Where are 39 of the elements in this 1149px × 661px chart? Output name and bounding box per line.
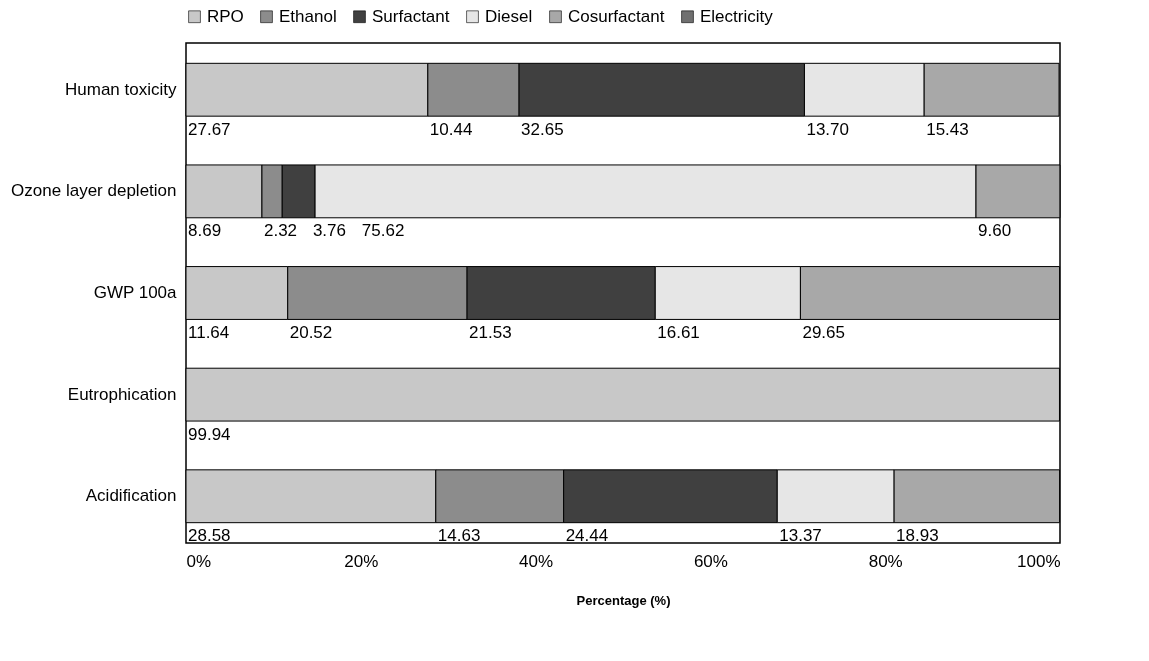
legend-label: Diesel xyxy=(485,6,533,26)
legend-label: Cosurfactant xyxy=(568,6,665,26)
data-label: 18.93 xyxy=(896,526,939,546)
x-axis-title: Percentage (%) xyxy=(576,592,671,608)
y-tick-label: Acidification xyxy=(85,486,177,506)
x-tick-label: 20% xyxy=(344,551,379,571)
y-tick-label: Human toxicity xyxy=(65,79,177,99)
legend-label: Surfactant xyxy=(372,6,450,26)
data-label: 13.70 xyxy=(806,119,849,139)
data-label: 20.52 xyxy=(289,323,333,342)
data-label: 15.43 xyxy=(926,119,969,139)
data-label: 8.69 xyxy=(188,221,222,241)
x-tick-label: 0% xyxy=(186,551,212,571)
data-label: 10.44 xyxy=(429,119,473,139)
y-tick-label: Eutrophication xyxy=(67,384,177,404)
x-tick-label: 100% xyxy=(1017,551,1061,571)
data-label: 99.94 xyxy=(188,424,231,444)
x-tick-label: 40% xyxy=(519,551,554,571)
data-label: 24.44 xyxy=(565,526,609,546)
legend-label: Ethanol xyxy=(279,6,337,26)
y-tick-label: GWP 100a xyxy=(93,283,178,302)
legend-label: Electricity xyxy=(700,6,774,26)
y-tick-label: Ozone layer depletion xyxy=(11,181,177,201)
data-label: 21.53 xyxy=(469,323,512,342)
data-label: 28.58 xyxy=(188,526,231,546)
data-label: 9.60 xyxy=(978,221,1012,241)
x-tick-label: 60% xyxy=(693,551,728,571)
data-label: 3.76 xyxy=(312,221,346,241)
data-label: 29.65 xyxy=(802,323,845,342)
data-label: 2.32 xyxy=(263,221,298,241)
data-label: 13.37 xyxy=(779,526,822,546)
legend-label: RPO xyxy=(207,6,244,26)
data-label: 32.65 xyxy=(521,119,564,139)
data-label: 16.61 xyxy=(657,323,700,342)
data-label: 27.67 xyxy=(188,119,231,139)
x-tick-label: 80% xyxy=(868,551,903,571)
data-label: 11.64 xyxy=(188,323,230,342)
data-label: 75.62 xyxy=(361,221,405,241)
data-label: 14.63 xyxy=(437,526,481,546)
